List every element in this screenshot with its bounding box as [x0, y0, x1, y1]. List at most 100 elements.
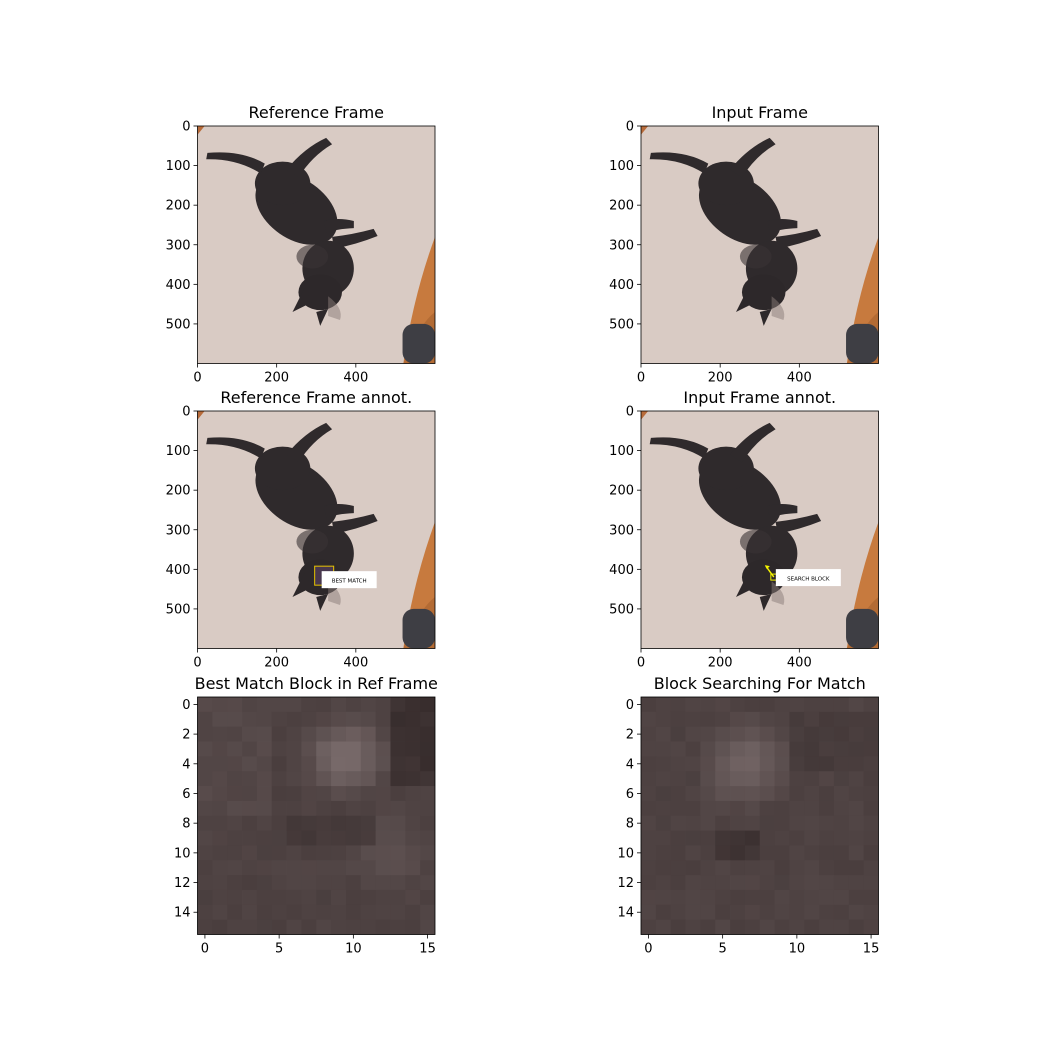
pixel-cell [789, 860, 805, 876]
y-tick-label: 0 [182, 120, 190, 135]
y-tick-label: 500 [166, 317, 191, 332]
pixel-cell [715, 875, 731, 891]
y-tick-label: 8 [182, 817, 190, 832]
pixel-cell [405, 771, 421, 787]
pixel-cell [744, 771, 761, 787]
pixel-cell [774, 741, 790, 757]
pixel-cell [316, 830, 332, 846]
pixel-cell [685, 711, 701, 728]
pixel-cell [774, 800, 790, 817]
pixel-cell [700, 860, 716, 876]
pixel-cell [345, 904, 362, 921]
pixel-cell [331, 904, 347, 921]
pixel-cell [655, 860, 672, 876]
pixel-cell [863, 845, 879, 861]
annotation-label-bg [775, 569, 841, 587]
pixel-cell [360, 726, 377, 742]
pixel-cell [685, 756, 701, 772]
pixel-cell [316, 875, 332, 891]
pixel-cell [227, 771, 243, 787]
pixel-cell [242, 741, 258, 757]
pixel-cell [670, 800, 686, 817]
pixel-cell [286, 845, 302, 861]
pixel-cell [375, 711, 391, 728]
pixel-cell [700, 889, 716, 906]
pixel-cell [212, 756, 228, 772]
pixel-cell [819, 711, 835, 728]
pixel-cell [670, 919, 686, 935]
pixel-cell [212, 904, 228, 921]
y-tick-label: 0 [182, 405, 190, 420]
pixel-cell [242, 875, 258, 891]
pixel-cell [759, 919, 775, 935]
pixel-cell [759, 904, 775, 921]
frame-image [641, 126, 879, 364]
pixel-cell [345, 889, 362, 906]
pixel-cell [420, 875, 435, 891]
pixel-cell [730, 697, 746, 713]
pixel-cell [789, 756, 805, 772]
pixel-cell [848, 815, 865, 831]
pixel-cell [390, 875, 406, 891]
pixel-cell [715, 830, 731, 846]
pixel-cell [390, 845, 406, 861]
pixel-cell [375, 697, 391, 713]
pixel-cell [715, 697, 731, 713]
pixel-cell [242, 904, 258, 921]
pixel-cell [360, 697, 377, 713]
pixel-cell [744, 800, 761, 817]
image-content [197, 697, 435, 935]
pixel-cell [670, 830, 686, 846]
pixel-cell [301, 889, 317, 906]
pixel-cell [286, 726, 302, 742]
pixel-cell [744, 786, 761, 802]
pixel-cell [848, 830, 865, 846]
pixel-cell [227, 889, 243, 906]
pixel-cell [715, 756, 731, 772]
x-tick-label: 200 [708, 371, 733, 386]
pixel-cell [789, 711, 805, 728]
pixel-cell [420, 904, 435, 921]
y-tick-label: 200 [166, 484, 191, 499]
pixel-cell [316, 726, 332, 742]
pixel-cell [655, 771, 672, 787]
pixel-cell [316, 711, 332, 728]
pixel-cell [405, 889, 421, 906]
pixel-cell [316, 771, 332, 787]
pixel-cell [242, 697, 258, 713]
pixel-cell [256, 786, 273, 802]
pixel-cell [670, 860, 686, 876]
pixel-cell [360, 815, 377, 831]
y-tick-label: 4 [626, 757, 634, 772]
pixel-cell [286, 697, 302, 713]
pixel-cell [286, 786, 302, 802]
pixel-cell [212, 815, 228, 831]
pixel-cell [744, 756, 761, 772]
pixel-cell [759, 830, 775, 846]
pixel-cell [271, 889, 287, 906]
y-tick-label: 400 [166, 278, 191, 293]
pixel-cell [730, 889, 746, 906]
pixel-cell [286, 875, 302, 891]
pixel-cell [227, 919, 243, 935]
pixel-cell [700, 800, 716, 817]
pixel-cell [242, 756, 258, 772]
pixel-cell [316, 904, 332, 921]
pixel-cell [197, 756, 213, 772]
x-tick-label: 15 [863, 942, 880, 957]
pixel-cell [390, 741, 406, 757]
pixel-cell [271, 786, 287, 802]
pixel-cell [405, 830, 421, 846]
y-tick-label: 12 [174, 876, 191, 891]
frame-image [197, 126, 435, 364]
x-tick-label: 400 [787, 371, 812, 386]
pixel-cell [670, 711, 686, 728]
pixel-cell [360, 919, 377, 935]
pixel-cell [819, 815, 835, 831]
pixel-cell [848, 875, 865, 891]
pixel-cell [819, 875, 835, 891]
pixel-cell [848, 726, 865, 742]
pixel-cell [345, 845, 362, 861]
pixel-cell [331, 697, 347, 713]
pixel-cell [819, 726, 835, 742]
